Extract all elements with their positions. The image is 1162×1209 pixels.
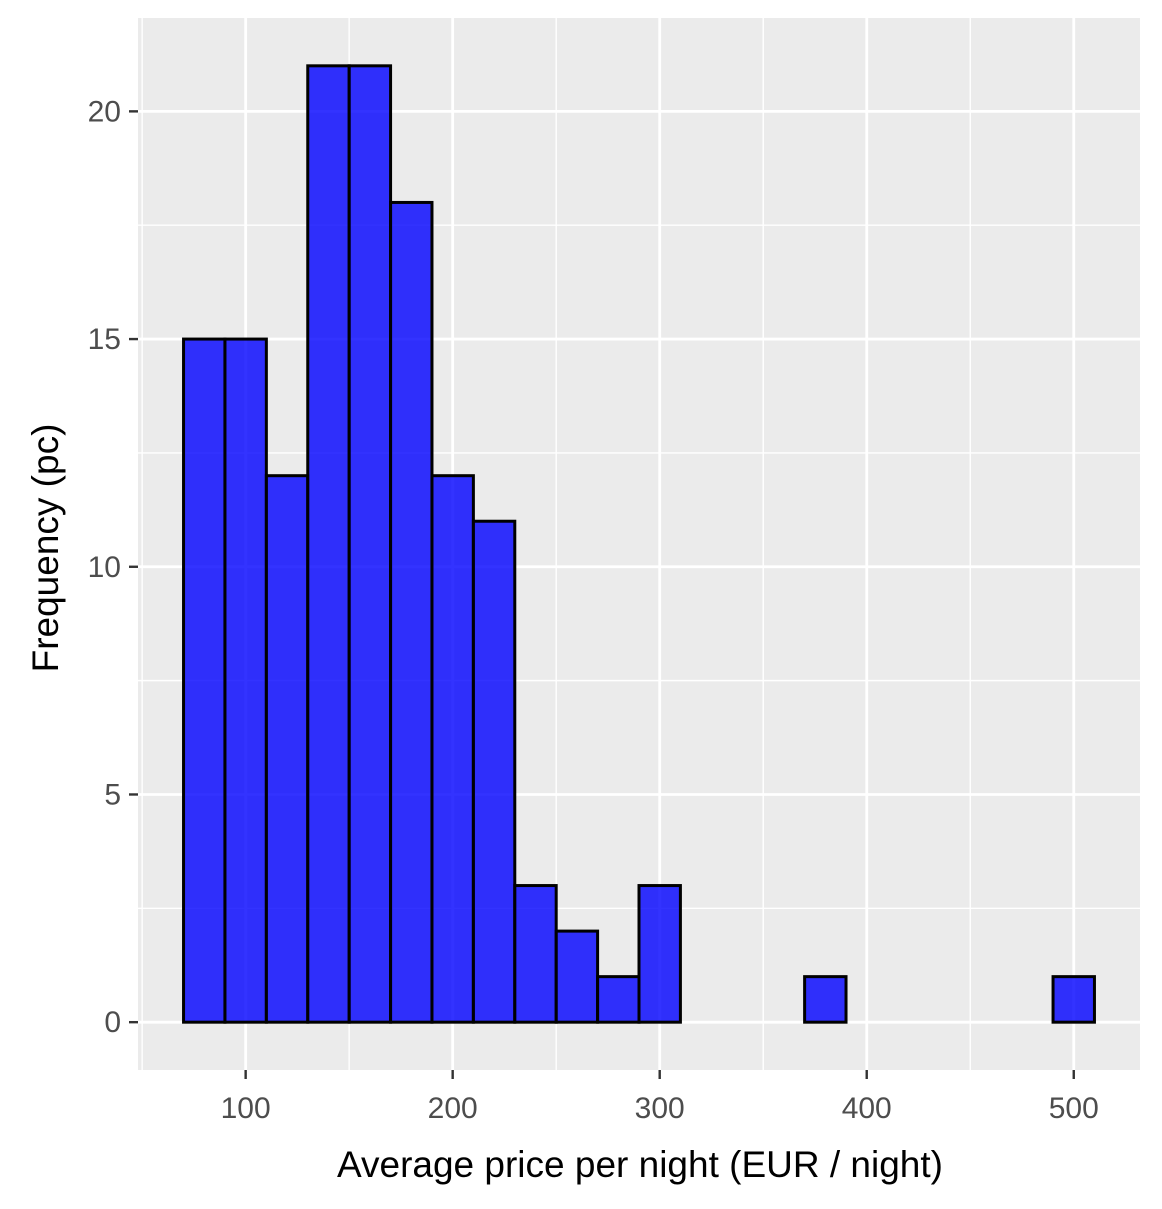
x-axis-title: Average price per night (EUR / night) bbox=[337, 1144, 943, 1185]
y-tick-label: 0 bbox=[104, 1006, 121, 1039]
histogram-bar bbox=[596, 975, 641, 1024]
histogram-bar bbox=[223, 337, 268, 1024]
y-tick-label: 15 bbox=[88, 323, 121, 356]
y-axis-ticks: 0 5 10 15 20 bbox=[88, 95, 138, 1039]
y-tick-label: 20 bbox=[88, 95, 121, 128]
histogram-bar bbox=[430, 474, 475, 1024]
histogram-bars bbox=[182, 64, 1096, 1024]
x-axis-ticks: 100 200 300 400 500 bbox=[221, 1070, 1099, 1125]
y-axis-title: Frequency (pc) bbox=[25, 424, 66, 673]
histogram-bar bbox=[182, 337, 227, 1024]
x-tick-label: 500 bbox=[1049, 1092, 1099, 1125]
x-tick-label: 200 bbox=[428, 1092, 478, 1125]
histogram-bar bbox=[554, 929, 600, 1024]
y-tick-label: 5 bbox=[104, 778, 121, 811]
histogram-bar bbox=[306, 64, 351, 1024]
x-tick-label: 300 bbox=[635, 1092, 685, 1125]
histogram-bar bbox=[264, 474, 310, 1024]
histogram-bar bbox=[347, 64, 393, 1024]
histogram-bar bbox=[1051, 975, 1096, 1024]
x-tick-label: 400 bbox=[842, 1092, 892, 1125]
histogram-bar bbox=[803, 975, 848, 1024]
histogram-bar bbox=[513, 884, 558, 1024]
histogram-bar bbox=[389, 200, 434, 1024]
x-tick-label: 100 bbox=[221, 1092, 271, 1125]
histogram-bar bbox=[471, 519, 517, 1024]
histogram-bar bbox=[637, 884, 682, 1024]
y-tick-label: 10 bbox=[88, 551, 121, 584]
